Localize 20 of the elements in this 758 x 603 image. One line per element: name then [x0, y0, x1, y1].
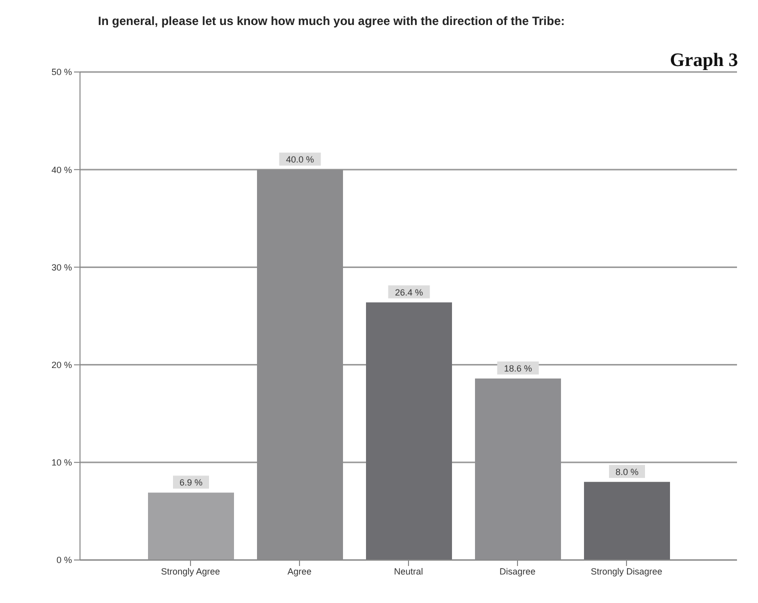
- x-tick-label: Strongly Agree: [160, 566, 220, 576]
- data-label: 6.9 %: [179, 478, 203, 488]
- y-tick-label: 20 %: [51, 360, 72, 370]
- y-tick-label: 40 %: [51, 164, 72, 175]
- bar: [366, 302, 452, 560]
- data-label: 18.6 %: [504, 363, 532, 374]
- caption: Graph 3: [670, 50, 738, 72]
- y-tick-label: 30 %: [51, 262, 72, 272]
- x-tick-label: Strongly Disagree: [590, 566, 662, 576]
- x-tick-label: Disagree: [499, 566, 536, 576]
- data-label: 8.0 %: [615, 466, 639, 477]
- chart-title: In general, please let us know how much you agree with the direction of the Tribe:: [98, 14, 565, 28]
- bar: [584, 482, 670, 560]
- y-tick-label: 0 %: [56, 555, 72, 566]
- data-label: 40.0 %: [286, 154, 314, 165]
- data-label: 26.4 %: [394, 287, 424, 298]
- y-tick-label: 50 %: [51, 67, 72, 78]
- y-tick-label: 10 %: [51, 458, 72, 468]
- x-tick-label: Neutral: [394, 566, 424, 576]
- x-tick-label: Agree: [287, 566, 312, 576]
